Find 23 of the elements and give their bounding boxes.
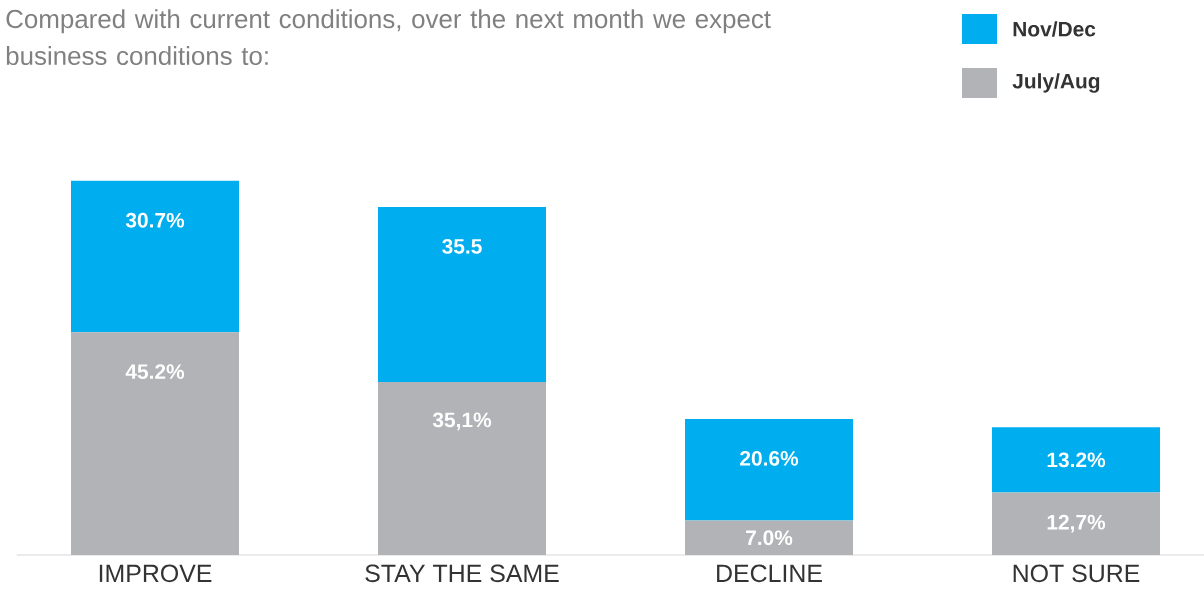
data-label: 20.6% bbox=[740, 450, 799, 466]
chart-title: Compared with current conditions, over the next month we expect business conditions to: bbox=[6, 9, 771, 66]
bar bbox=[378, 381, 547, 555]
bar bbox=[71, 180, 239, 333]
x-tick-label: IMPROVE bbox=[99, 564, 212, 583]
bar bbox=[992, 492, 1161, 555]
data-label: 7.0% bbox=[746, 530, 793, 546]
bar bbox=[992, 427, 1161, 493]
data-label: 45.2% bbox=[125, 364, 185, 380]
data-label: 13.2% bbox=[1047, 452, 1106, 468]
legend-label: Nov/Dec bbox=[1013, 21, 1096, 37]
bar bbox=[685, 418, 854, 521]
x-tick-label: STAY THE SAME bbox=[365, 564, 559, 583]
data-label: 35.5 bbox=[442, 238, 482, 254]
data-label: 30.7% bbox=[125, 212, 185, 228]
bar bbox=[685, 520, 854, 555]
bar bbox=[378, 206, 547, 382]
data-label: 35,1% bbox=[432, 412, 492, 431]
data-label: 12,7% bbox=[1047, 514, 1106, 533]
x-tick-label: DECLINE bbox=[717, 564, 822, 583]
legend-label: July/Aug bbox=[1012, 73, 1100, 93]
x-tick-label: NOT SURE bbox=[1013, 564, 1140, 583]
bar bbox=[71, 332, 239, 555]
